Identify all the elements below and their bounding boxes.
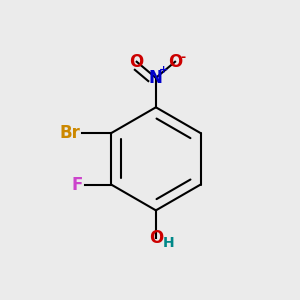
Text: N: N	[149, 69, 163, 87]
Text: O: O	[149, 229, 163, 247]
Text: H: H	[162, 236, 174, 250]
Text: Br: Br	[59, 124, 80, 142]
Text: O: O	[168, 53, 182, 71]
Text: -: -	[181, 51, 186, 64]
Text: O: O	[130, 53, 144, 71]
Text: +: +	[159, 65, 168, 76]
Text: F: F	[72, 176, 83, 194]
